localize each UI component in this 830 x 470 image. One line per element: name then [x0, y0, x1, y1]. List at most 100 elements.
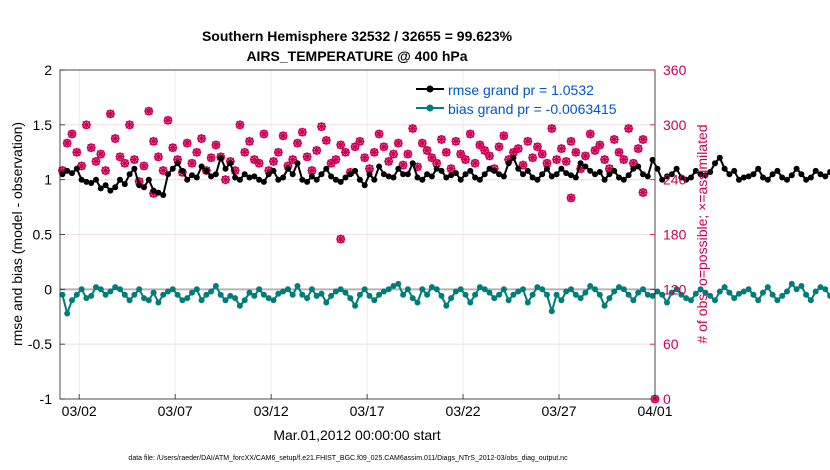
- bias-series-point: [165, 288, 171, 295]
- bias-series-point: [270, 297, 277, 304]
- obs-assimilated-point: [96, 149, 106, 159]
- bias-series-point: [755, 297, 762, 304]
- obs-assimilated-point: [144, 106, 154, 116]
- rmse-series-point: [270, 167, 277, 174]
- bias-series-point: [803, 291, 810, 298]
- bias-series-point: [817, 284, 824, 291]
- bias-series-point: [577, 295, 584, 302]
- bias-series-point: [126, 297, 133, 304]
- rmse-series-point: [726, 171, 733, 178]
- y-tick-label-right: 60: [663, 336, 679, 352]
- bias-series-point: [664, 299, 670, 306]
- obs-assimilated-point: [72, 147, 82, 157]
- obs-assimilated-point: [624, 124, 634, 133]
- bias-series-point: [587, 283, 594, 289]
- obs-assimilated-point: [264, 166, 274, 175]
- obs-assimilated-point: [269, 156, 278, 166]
- obs-assimilated-point: [163, 115, 173, 125]
- rmse-series-point: [443, 174, 450, 181]
- rmse-series-point: [529, 174, 536, 181]
- obs-assimilated-point: [331, 155, 341, 164]
- rmse-series-point: [668, 171, 675, 178]
- bias-series-point: [73, 291, 80, 298]
- rmse-series-point: [93, 176, 99, 183]
- rmse-series-point: [558, 165, 565, 172]
- rmse-series-point: [145, 176, 152, 183]
- obs-assimilated-point: [561, 156, 571, 166]
- bias-series-point: [668, 289, 675, 296]
- bias-series-point: [544, 291, 550, 298]
- y-tick-label-right: 120: [663, 281, 687, 297]
- rmse-series-point: [659, 176, 666, 183]
- rmse-series-point: [256, 176, 263, 183]
- y-tick-label-left: 0: [44, 281, 52, 297]
- rmse-series-point: [721, 165, 728, 172]
- obs-assimilated-point: [595, 140, 605, 150]
- rmse-series-point: [395, 165, 402, 172]
- bias-series-point: [395, 280, 402, 287]
- rmse-series-point: [472, 174, 479, 181]
- obs-assimilated-point: [235, 120, 245, 130]
- bias-series-point: [702, 289, 709, 296]
- bias-series-point: [102, 291, 109, 298]
- x-tick-label: 03/27: [542, 403, 577, 419]
- y-tick-label-right: 240: [663, 172, 687, 188]
- obs-assimilated-point: [355, 136, 365, 146]
- bias-series-point: [332, 288, 339, 295]
- rmse-series-point: [347, 171, 354, 178]
- bias-series-point: [649, 292, 656, 299]
- obs-assimilated-point: [168, 143, 178, 153]
- bias-series-point: [740, 288, 747, 295]
- x-tick-label: 03/17: [350, 403, 385, 419]
- obs-assimilated-point: [585, 129, 595, 139]
- bias-series-point: [798, 283, 805, 289]
- bias-series-point: [313, 292, 320, 299]
- obs-assimilated-point: [230, 166, 240, 175]
- bias-series-point: [611, 288, 618, 295]
- rmse-series-point: [539, 171, 546, 178]
- rmse-series-point: [601, 176, 608, 183]
- bias-series-point: [822, 286, 829, 293]
- bias-series-point: [160, 291, 167, 298]
- legend: rmse grand pr = 1.0532 bias grand pr = -…: [416, 82, 617, 117]
- bias-series-point: [553, 291, 560, 298]
- obs-assimilated-point: [600, 155, 610, 164]
- obs-assimilated-point: [134, 177, 144, 186]
- bias-series-point: [289, 291, 296, 298]
- bias-series-point: [409, 295, 416, 302]
- bias-series-point: [784, 288, 790, 295]
- obs-assimilated-point: [125, 120, 134, 130]
- bias-series-point: [616, 284, 622, 291]
- rmse-series-point: [361, 182, 368, 189]
- rmse-series-point: [390, 174, 397, 181]
- rmse-series-point: [736, 176, 742, 183]
- obs-assimilated-point: [192, 147, 202, 157]
- rmse-series-point: [788, 172, 795, 179]
- rmse-series-point: [342, 174, 349, 181]
- rmse-series-point: [520, 171, 526, 178]
- obs-assimilated-point: [245, 136, 254, 146]
- bias-series-point: [534, 284, 541, 291]
- rmse-series-point: [649, 156, 656, 163]
- obs-assimilated-point: [110, 134, 120, 143]
- bias-series-point: [692, 290, 699, 297]
- bias-series-point: [236, 302, 243, 309]
- obs-assimilated-point: [153, 152, 163, 162]
- bias-series-point: [721, 284, 728, 291]
- bias-series-point: [155, 299, 162, 306]
- bias-series-point: [251, 292, 258, 299]
- bias-series-point: [328, 292, 335, 299]
- bias-series-point: [678, 291, 685, 298]
- rmse-series-point: [692, 167, 699, 174]
- obs-assimilated-point: [240, 147, 250, 157]
- rmse-series-point: [112, 184, 119, 191]
- obs-assimilated-point: [518, 160, 528, 170]
- series-layer: [59, 154, 830, 317]
- rmse-series-point: [572, 174, 579, 181]
- rmse-series-point: [414, 174, 421, 181]
- rmse-series-point: [807, 174, 814, 181]
- obs-assimilated-point: [590, 146, 600, 155]
- bias-series-point: [707, 292, 714, 299]
- rmse-series-point: [688, 174, 694, 181]
- bias-series-point: [112, 284, 119, 291]
